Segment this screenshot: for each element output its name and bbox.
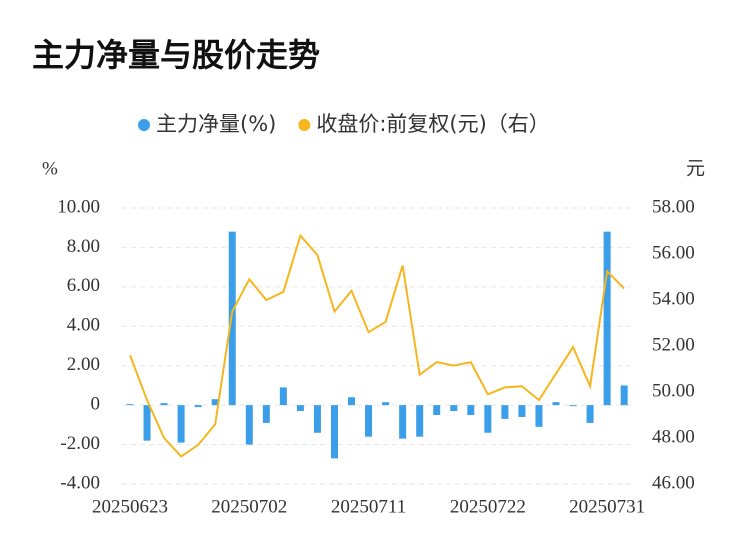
bar: [177, 405, 185, 443]
bar: [245, 405, 253, 445]
bar: [467, 405, 475, 415]
y-tick-label: -4.00: [60, 472, 100, 493]
bar: [552, 402, 560, 406]
bar: [348, 397, 356, 406]
bar: [143, 405, 151, 441]
price-line: [129, 233, 625, 458]
bar: [211, 399, 219, 406]
chart-title: 主力净量与股价走势: [32, 36, 320, 74]
x-tick-label: 20250722: [450, 496, 526, 517]
legend-label: 主力净量(%): [156, 112, 276, 136]
bar: [535, 405, 543, 427]
bar: [296, 405, 304, 412]
bar: [586, 405, 594, 423]
y2-axis-label: 元: [686, 158, 705, 179]
bar: [279, 387, 287, 406]
y2-tick-label: 46.00: [652, 472, 695, 493]
y-tick-label: 2.00: [67, 354, 100, 375]
bar: [126, 404, 134, 406]
bar: [365, 405, 373, 437]
bar: [518, 405, 526, 417]
bar: [569, 405, 577, 407]
bar: [450, 405, 458, 412]
y2-tick-label: 56.00: [652, 242, 695, 263]
legend-label: 收盘价:前复权(元)（右）: [316, 112, 549, 136]
x-tick-label: 20250711: [331, 496, 406, 517]
bar: [416, 405, 424, 437]
y-tick-label: 6.00: [67, 275, 100, 296]
bar: [603, 231, 611, 406]
bar: [194, 405, 202, 408]
bar: [620, 385, 628, 406]
y-tick-label: 10.00: [57, 196, 100, 217]
x-tick-label: 20250702: [211, 496, 287, 517]
bar: [330, 405, 338, 459]
bar: [484, 405, 492, 433]
y-tick-label: -2.00: [60, 433, 100, 454]
legend-marker: [298, 119, 311, 131]
y2-tick-label: 50.00: [652, 380, 695, 401]
y-tick-label: 0: [91, 394, 101, 415]
y-tick-label: 4.00: [67, 315, 100, 336]
bar: [501, 405, 509, 419]
bar: [433, 405, 441, 415]
y2-tick-label: 58.00: [652, 196, 695, 217]
y-axis-label: %: [42, 158, 58, 179]
x-tick-label: 20250731: [569, 496, 645, 517]
bar: [228, 231, 236, 406]
x-tick-label: 20250623: [92, 496, 168, 517]
y-tick-label: 8.00: [67, 236, 100, 257]
legend-marker: [138, 119, 150, 131]
y2-tick-label: 52.00: [652, 334, 695, 355]
y2-tick-label: 48.00: [652, 426, 695, 447]
y2-tick-label: 54.00: [652, 288, 695, 309]
bar: [313, 405, 321, 433]
bar: [399, 405, 407, 439]
bar: [262, 405, 270, 423]
bar: [382, 402, 390, 406]
bar: [160, 403, 168, 406]
